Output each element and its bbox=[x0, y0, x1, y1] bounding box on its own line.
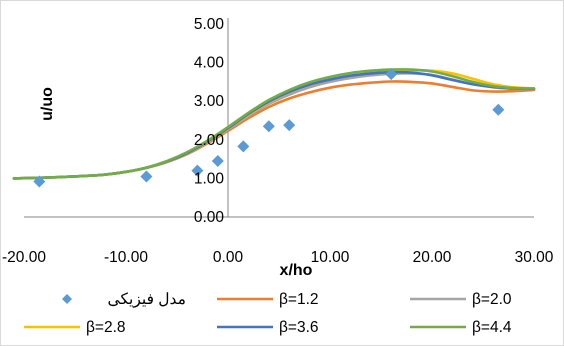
y-tick-label: 4.00 bbox=[194, 55, 225, 72]
y-tick-label: 2.00 bbox=[194, 132, 225, 149]
legend-label: β=2.8 bbox=[86, 319, 126, 336]
data-point bbox=[492, 103, 505, 116]
y-tick-label: 1.00 bbox=[194, 170, 225, 187]
data-point bbox=[385, 68, 398, 81]
data-point bbox=[140, 170, 153, 183]
y-tick-label: 0.00 bbox=[194, 209, 225, 226]
series-line bbox=[12, 68, 536, 180]
x-tick-label: 10.00 bbox=[311, 249, 350, 266]
physical-model-points bbox=[33, 68, 505, 188]
data-point bbox=[262, 120, 275, 133]
legend: مدل فیزیکی β=1.2 β=2.0 β=2.8 β=3.6 β=4.4 bbox=[24, 291, 512, 336]
legend-label: β=2.0 bbox=[472, 291, 512, 308]
legend-label: β=4.4 bbox=[472, 319, 512, 336]
legend-label: β=3.6 bbox=[279, 319, 319, 336]
y-axis-title: u/uo bbox=[39, 87, 56, 121]
x-tick-label: 0.00 bbox=[213, 249, 244, 266]
axes bbox=[24, 18, 534, 218]
tick-labels: 0.00 1.00 2.00 3.00 4.00 5.00 -20.00 -10.00 0.00… bbox=[2, 16, 554, 266]
data-point bbox=[283, 119, 296, 132]
legend-label: مدل فیزیکی bbox=[108, 291, 186, 308]
legend-label: β=1.2 bbox=[279, 291, 319, 308]
x-tick-label: -20.00 bbox=[2, 249, 46, 266]
y-tick-label: 3.00 bbox=[194, 93, 225, 110]
y-tick-label: 5.00 bbox=[194, 16, 225, 33]
data-point bbox=[191, 164, 204, 177]
x-tick-label: 20.00 bbox=[413, 249, 452, 266]
data-point bbox=[33, 175, 46, 188]
x-tick-label: 30.00 bbox=[515, 249, 554, 266]
series-lines bbox=[12, 68, 536, 180]
legend-marker bbox=[62, 294, 72, 304]
data-point bbox=[211, 155, 224, 168]
data-point bbox=[237, 140, 250, 153]
x-tick-label: -10.00 bbox=[104, 249, 148, 266]
x-axis-title: x/ho bbox=[280, 262, 313, 279]
